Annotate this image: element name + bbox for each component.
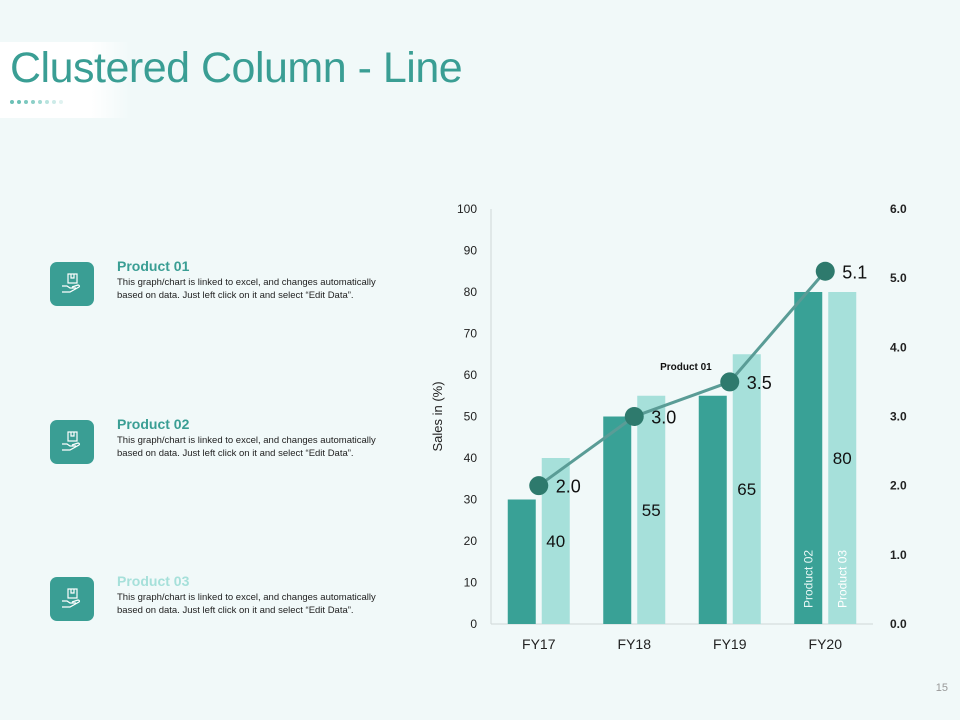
y-tick-label: 60 (464, 368, 478, 382)
y2-tick-label: 6.0 (890, 202, 907, 216)
x-tick-label: FY17 (522, 636, 556, 652)
product-01-title: Product 01 (117, 258, 190, 274)
product-03-description: This graph/chart is linked to excel, and… (117, 592, 376, 616)
data-label-product-03: 65 (737, 480, 756, 499)
bar-product-03 (637, 395, 666, 624)
bar-product-03 (828, 292, 857, 624)
product-03-title: Product 03 (117, 573, 190, 589)
y-tick-label: 40 (464, 451, 478, 465)
y2-tick-label: 2.0 (890, 479, 907, 493)
y2-tick-label: 1.0 (890, 548, 907, 562)
x-tick-label: FY19 (713, 636, 747, 652)
title-dots-decoration (10, 100, 63, 104)
hand-box-icon (50, 420, 94, 464)
data-label-product-01: 3.0 (651, 408, 676, 428)
y-tick-label: 70 (464, 327, 478, 341)
bar-product-02 (698, 395, 727, 624)
bar-product-02 (794, 292, 823, 624)
y-tick-label: 100 (457, 202, 477, 216)
hand-box-icon (50, 262, 94, 306)
bar-product-02 (507, 499, 536, 624)
marker-product-01 (815, 261, 835, 281)
marker-product-01 (624, 407, 644, 426)
data-label-product-01: 3.5 (747, 373, 772, 393)
marker-product-01 (720, 372, 740, 392)
series-name-product-03: Product 03 (835, 550, 849, 608)
product-02-item: Product 02 This graph/chart is linked to… (50, 416, 380, 476)
y2-tick-label: 3.0 (890, 410, 907, 424)
page-title: Clustered Column - Line (10, 44, 463, 92)
product-02-title: Product 02 (117, 416, 190, 432)
page-number: 15 (935, 682, 948, 694)
product-02-description: This graph/chart is linked to excel, and… (117, 435, 376, 459)
bar-product-03 (732, 354, 761, 624)
y-tick-label: 0 (470, 617, 477, 631)
y-tick-label: 20 (464, 534, 478, 548)
x-tick-label: FY18 (618, 636, 652, 652)
y-tick-label: 30 (464, 493, 478, 507)
y-tick-label: 50 (464, 410, 478, 424)
data-label-product-03: 80 (833, 449, 852, 468)
line-product-01 (537, 270, 827, 487)
series-name-product-01: Product 01 (660, 362, 712, 373)
hand-box-icon (50, 577, 94, 621)
y2-tick-label: 4.0 (890, 340, 907, 354)
y-tick-label: 80 (464, 285, 478, 299)
data-label-product-03: 55 (642, 501, 661, 520)
product-03-item: Product 03 This graph/chart is linked to… (50, 573, 380, 633)
title-band (0, 42, 130, 118)
y-tick-label: 90 (464, 244, 478, 258)
bar-product-02 (603, 416, 632, 624)
product-01-description: This graph/chart is linked to excel, and… (117, 277, 376, 301)
x-tick-label: FY20 (809, 636, 843, 652)
y2-tick-label: 0.0 (890, 617, 907, 631)
clustered-column-line-chart: 0 10 20 30 40 50 60 70 80 90 100 0.0 1.0 2.0 3.0 4.0 5.0… (430, 202, 907, 652)
data-label-product-01: 5.1 (842, 262, 867, 282)
data-label-product-01: 2.0 (556, 477, 581, 497)
data-label-product-03: 40 (546, 532, 565, 551)
marker-product-01 (529, 476, 549, 496)
y-axis-label: Sales in (%) (430, 381, 445, 451)
series-name-product-02: Product 02 (801, 550, 815, 608)
y-tick-label: 10 (464, 576, 478, 590)
product-01-item: Product 01 This graph/chart is linked to… (50, 258, 380, 318)
y2-tick-label: 5.0 (890, 271, 907, 285)
